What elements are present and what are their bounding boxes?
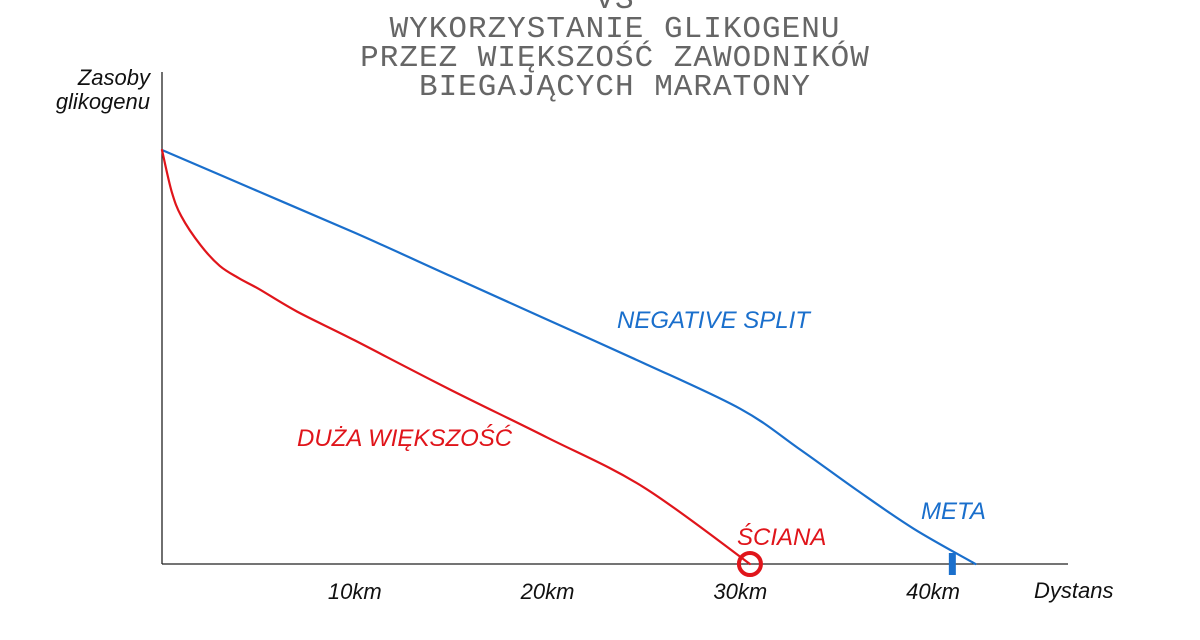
- x-tick-label: 30km: [713, 579, 767, 604]
- finish-marker: [948, 553, 956, 575]
- annotation-majority: DUŻA WIĘKSZOŚĆ: [297, 424, 513, 452]
- title-line: VS: [595, 0, 635, 18]
- series-line-majority: [160, 148, 751, 566]
- annotation-negative-split: NEGATIVE SPLIT: [617, 307, 812, 334]
- x-tick-label: 40km: [906, 579, 960, 604]
- series-line-negative-split: [160, 148, 977, 566]
- wall-marker-circle: [736, 551, 763, 577]
- x-axis-label: Dystans: [1034, 578, 1114, 603]
- x-tick-label: 20km: [520, 579, 575, 604]
- y-axis-label-line: glikogenu: [55, 89, 150, 114]
- y-axis-label-line: Zasoby: [77, 65, 150, 90]
- y-axis-label: Zasoby glikogenu: [20, 66, 150, 114]
- chart-title: VS WYKORZYSTANIE GLIKOGENU PRZEZ WIĘKSZO…: [300, 0, 930, 105]
- title-line: PRZEZ WIĘKSZOŚĆ ZAWODNIKÓW: [360, 41, 870, 76]
- title-line: WYKORZYSTANIE GLIKOGENU: [389, 12, 841, 47]
- x-tick-label: 10km: [328, 579, 382, 604]
- annotation-finish: META: [921, 498, 986, 525]
- title-line: BIEGAJĄCYCH MARATONY: [418, 70, 812, 105]
- annotation-wall: ŚCIANA: [737, 523, 826, 551]
